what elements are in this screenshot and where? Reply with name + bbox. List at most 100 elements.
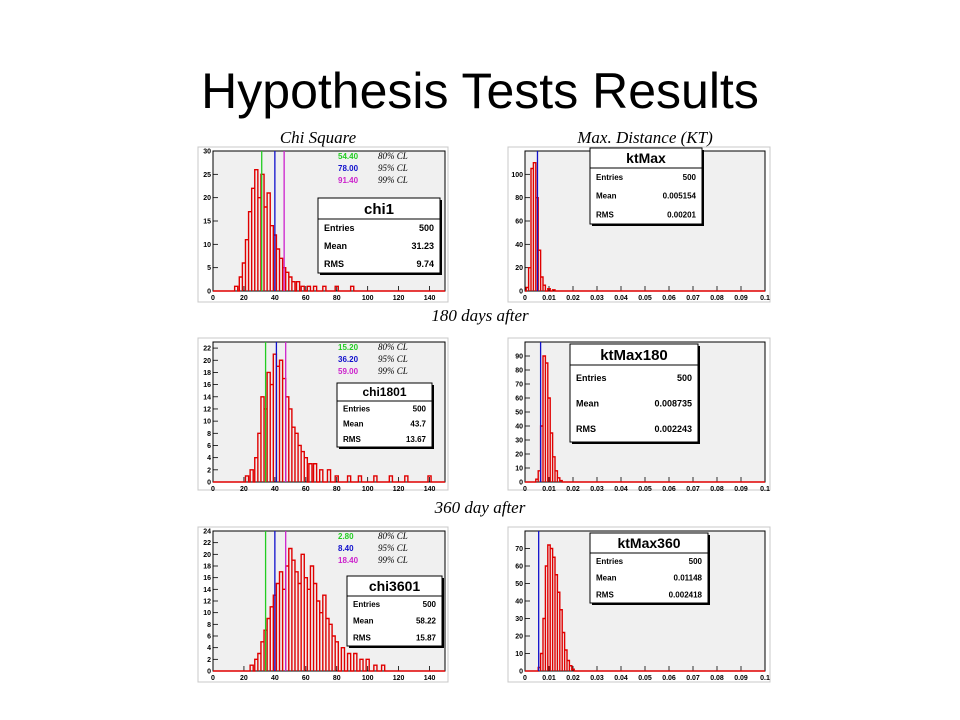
stat-key-entries: Entries [343, 404, 371, 413]
y-tick-label: 10 [515, 466, 523, 473]
x-tick-label: 0.06 [662, 675, 676, 682]
stat-box [589, 147, 703, 225]
x-tick-label: 0.03 [590, 486, 604, 493]
x-tick-label: 0.08 [710, 486, 724, 493]
cl-value: 8.40 [338, 544, 354, 553]
y-tick-label: 0 [207, 480, 211, 487]
stat-key-rms: RMS [596, 590, 614, 599]
stat-key-rms: RMS [576, 424, 596, 434]
x-tick-label: 0.01 [542, 675, 556, 682]
x-tick-label: 0.05 [638, 295, 652, 302]
stat-value-entries: 500 [413, 404, 427, 413]
stat-box-title: ktMax180 [600, 347, 668, 364]
stat-value-rms: 13.67 [406, 435, 427, 444]
x-tick-label: 80 [333, 295, 341, 302]
cl-value: 2.80 [338, 532, 354, 541]
histogram-outline [525, 544, 765, 672]
cl-label: 95% CL [378, 354, 408, 364]
stat-box-title: chi1801 [362, 385, 406, 399]
y-tick-label: 20 [515, 265, 523, 272]
x-tick-label: 0 [211, 486, 215, 493]
stat-key-mean: Mean [343, 420, 364, 429]
y-tick-label: 20 [203, 358, 211, 365]
histogram-panel-2: 0 20 40 60 80 100 0 0.01 0.02 0.03 0.04 0.05 0.06 0.0… [507, 146, 771, 303]
x-tick-label: 0.08 [710, 675, 724, 682]
y-tick-label: 40 [515, 424, 523, 431]
x-tick-label: 100 [362, 486, 374, 493]
cl-value: 59.00 [338, 367, 359, 376]
x-tick-label: 0.09 [734, 486, 748, 493]
y-tick-label: 12 [203, 599, 211, 606]
cl-label: 99% CL [378, 555, 408, 565]
stat-box [317, 197, 441, 274]
y-tick-label: 90 [515, 354, 523, 361]
x-tick-label: 0 [523, 295, 527, 302]
x-tick-label: 20 [240, 486, 248, 493]
x-tick-label: 140 [424, 675, 436, 682]
cl-label: 80% CL [378, 342, 408, 352]
histogram-outline [525, 161, 765, 292]
y-tick-label: 0 [207, 289, 211, 296]
x-tick-label: 0 [211, 675, 215, 682]
y-tick-label: 6 [207, 634, 211, 641]
y-tick-label: 5 [207, 265, 211, 272]
y-tick-label: 12 [203, 406, 211, 413]
stat-key-entries: Entries [596, 173, 624, 182]
y-tick-label: 60 [515, 396, 523, 403]
stat-box-title: ktMax360 [617, 535, 680, 551]
cl-value: 91.40 [338, 176, 359, 185]
x-tick-label: 0.09 [734, 675, 748, 682]
cl-value: 36.20 [338, 355, 359, 364]
stat-value-entries: 500 [689, 557, 703, 566]
stat-value-rms: 9.74 [416, 259, 434, 269]
y-tick-label: 15 [203, 219, 211, 226]
x-tick-label: 20 [240, 295, 248, 302]
stat-value-mean: 0.01148 [674, 574, 703, 583]
y-tick-label: 0 [519, 669, 523, 676]
y-tick-label: 8 [207, 431, 211, 438]
y-tick-label: 16 [203, 382, 211, 389]
x-tick-label: 0.04 [614, 675, 628, 682]
x-tick-label: 140 [424, 486, 436, 493]
stat-key-rms: RMS [343, 435, 361, 444]
y-tick-label: 10 [515, 651, 523, 658]
x-tick-label: 0.02 [566, 486, 580, 493]
x-tick-label: 0.05 [638, 486, 652, 493]
x-tick-label: 0.1 [760, 675, 770, 682]
y-tick-label: 10 [203, 610, 211, 617]
x-tick-label: 0.07 [686, 295, 700, 302]
y-tick-label: 2 [207, 467, 211, 474]
stat-box [336, 382, 433, 448]
x-tick-label: 0 [523, 486, 527, 493]
stat-key-entries: Entries [596, 557, 624, 566]
stat-key-mean: Mean [596, 192, 617, 201]
y-tick-label: 20 [515, 452, 523, 459]
x-tick-label: 0.07 [686, 486, 700, 493]
x-tick-label: 0.1 [760, 295, 770, 302]
y-tick-label: 0 [519, 289, 523, 296]
histogram-outline [213, 168, 445, 292]
x-tick-label: 0.03 [590, 675, 604, 682]
cl-label: 95% CL [378, 163, 408, 173]
y-tick-label: 6 [207, 443, 211, 450]
y-tick-label: 4 [207, 645, 211, 652]
cl-label: 80% CL [378, 151, 408, 161]
histogram-panel-1: 0 5 10 15 20 25 30 0 20 40 60 80 100 120 140 54.40 80% C… [197, 146, 449, 303]
stat-value-mean: 58.22 [416, 617, 437, 626]
x-tick-label: 40 [271, 486, 279, 493]
y-tick-label: 14 [203, 587, 211, 594]
stat-key-mean: Mean [353, 617, 374, 626]
y-tick-label: 30 [515, 616, 523, 623]
stat-key-rms: RMS [596, 210, 614, 219]
section-label-180: 180 days after [431, 306, 529, 325]
x-tick-label: 140 [424, 295, 436, 302]
y-tick-label: 70 [515, 382, 523, 389]
y-tick-label: 70 [515, 546, 523, 553]
stat-key-mean: Mean [576, 399, 599, 409]
column-title-max-distance: Max. Distance (KT) [576, 128, 713, 147]
stat-value-rms: 15.87 [416, 633, 437, 642]
y-tick-label: 20 [203, 552, 211, 559]
x-tick-label: 100 [362, 675, 374, 682]
y-tick-label: 20 [515, 634, 523, 641]
x-tick-label: 60 [302, 675, 310, 682]
